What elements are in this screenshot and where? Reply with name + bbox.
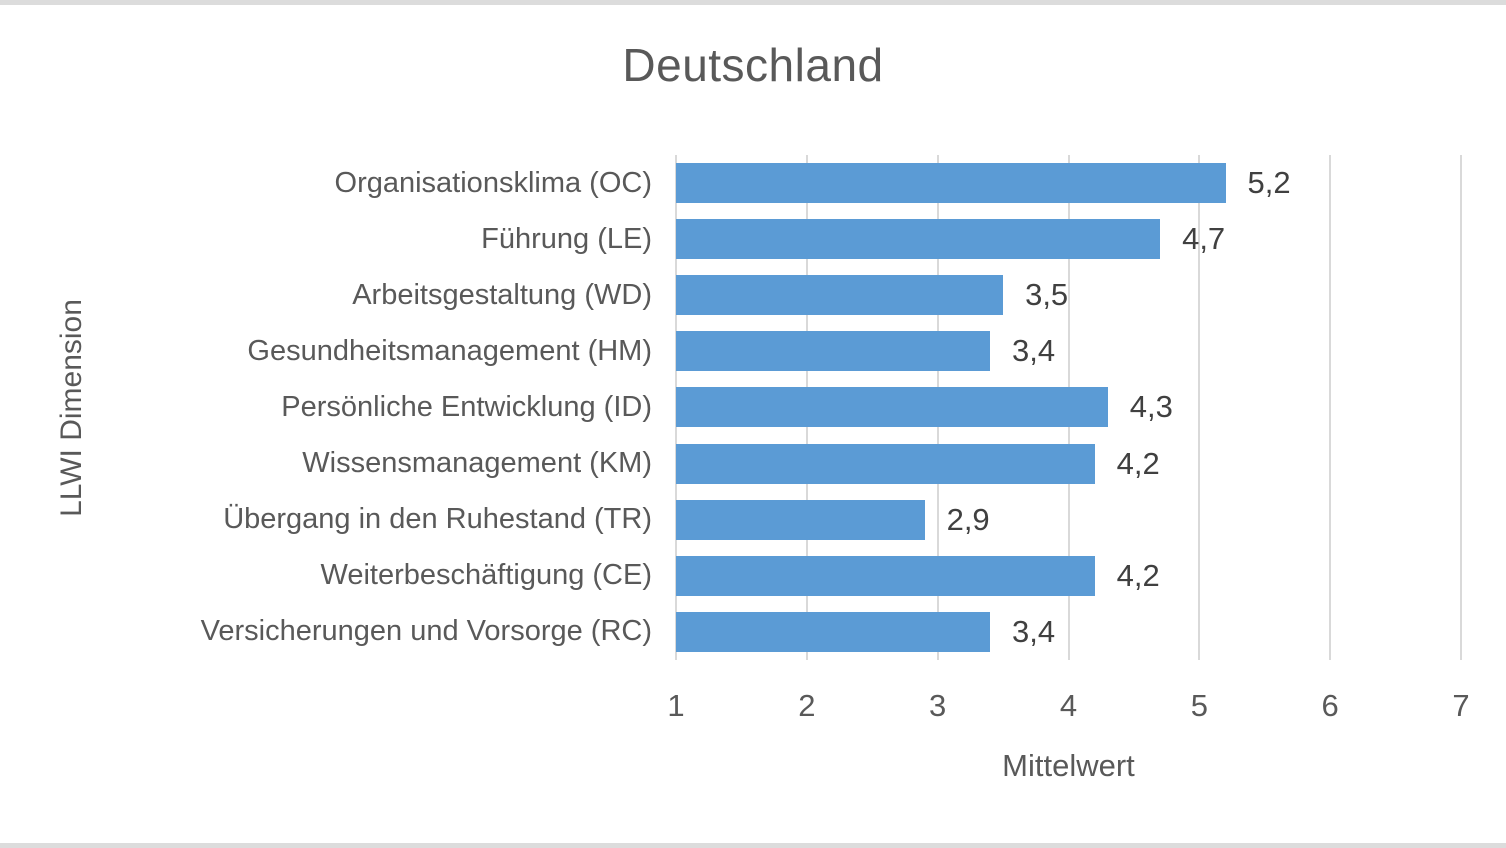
gridline — [1329, 155, 1332, 660]
category-label: Weiterbeschäftigung (CE) — [320, 559, 652, 592]
plot-area: 5,2 4,7 3,5 3,4 4,3 4,2 2,9 4,2 3,4 — [675, 155, 1462, 660]
x-tick-label: 3 — [929, 688, 947, 723]
value-label: 2,9 — [946, 501, 990, 537]
category-label: Führung (LE) — [481, 222, 652, 255]
x-tick-label: 7 — [1452, 688, 1470, 723]
top-edge-strip — [0, 0, 1506, 5]
gridline — [1460, 155, 1462, 660]
bar — [676, 275, 1004, 316]
bar — [676, 443, 1095, 484]
category-label: Übergang in den Ruhestand (TR) — [223, 503, 652, 536]
bar — [676, 163, 1226, 204]
x-tick-label: 5 — [1190, 688, 1208, 723]
bar-row: 4,3 — [676, 379, 1461, 435]
chart-title: Deutschland — [622, 39, 884, 91]
category-label: Gesundheitsmanagement (HM) — [247, 334, 652, 367]
bar — [676, 499, 925, 540]
value-label: 3,4 — [1012, 333, 1056, 369]
bar-row: 2,9 — [676, 492, 1461, 548]
bar-row: 4,2 — [676, 436, 1461, 492]
bar-row: 4,2 — [676, 548, 1461, 604]
value-label: 4,2 — [1116, 445, 1160, 481]
x-tick-label: 1 — [667, 688, 685, 723]
value-label: 4,7 — [1182, 221, 1226, 257]
bar — [676, 219, 1161, 260]
x-tick-label: 2 — [798, 688, 816, 723]
category-label: Persönliche Entwicklung (ID) — [281, 390, 652, 423]
value-label: 4,2 — [1116, 557, 1160, 593]
gridline — [1198, 155, 1201, 660]
bar-row: 3,4 — [676, 604, 1461, 660]
bar-row: 3,4 — [676, 323, 1461, 379]
value-label: 3,4 — [1012, 613, 1056, 649]
bar-row: 4,7 — [676, 211, 1461, 267]
bar — [676, 331, 990, 372]
value-label: 3,5 — [1025, 277, 1069, 313]
category-label: Arbeitsgestaltung (WD) — [352, 278, 652, 311]
bars-container: 5,2 4,7 3,5 3,4 4,3 4,2 2,9 4,2 3,4 — [676, 155, 1461, 660]
x-axis-ticks: 1 2 3 4 5 6 7 — [667, 688, 1469, 728]
bar-row: 3,5 — [676, 267, 1461, 323]
bar — [676, 387, 1108, 428]
bottom-edge-strip — [0, 843, 1506, 848]
category-axis-labels: Organisationsklima (OC) Führung (LE) Arbei… — [0, 155, 652, 660]
bar-row: 5,2 — [676, 155, 1461, 211]
x-tick-label: 6 — [1321, 688, 1339, 723]
value-label: 4,3 — [1129, 389, 1173, 425]
category-label: Organisationsklima (OC) — [334, 166, 652, 199]
x-axis-title: Mittelwert — [1002, 748, 1135, 783]
category-label: Versicherungen und Vorsorge (RC) — [200, 615, 652, 648]
bar — [676, 611, 990, 652]
x-tick-label: 4 — [1059, 688, 1078, 723]
bar — [676, 555, 1095, 596]
value-label: 5,2 — [1247, 165, 1291, 201]
category-label: Wissensmanagement (KM) — [302, 447, 652, 480]
